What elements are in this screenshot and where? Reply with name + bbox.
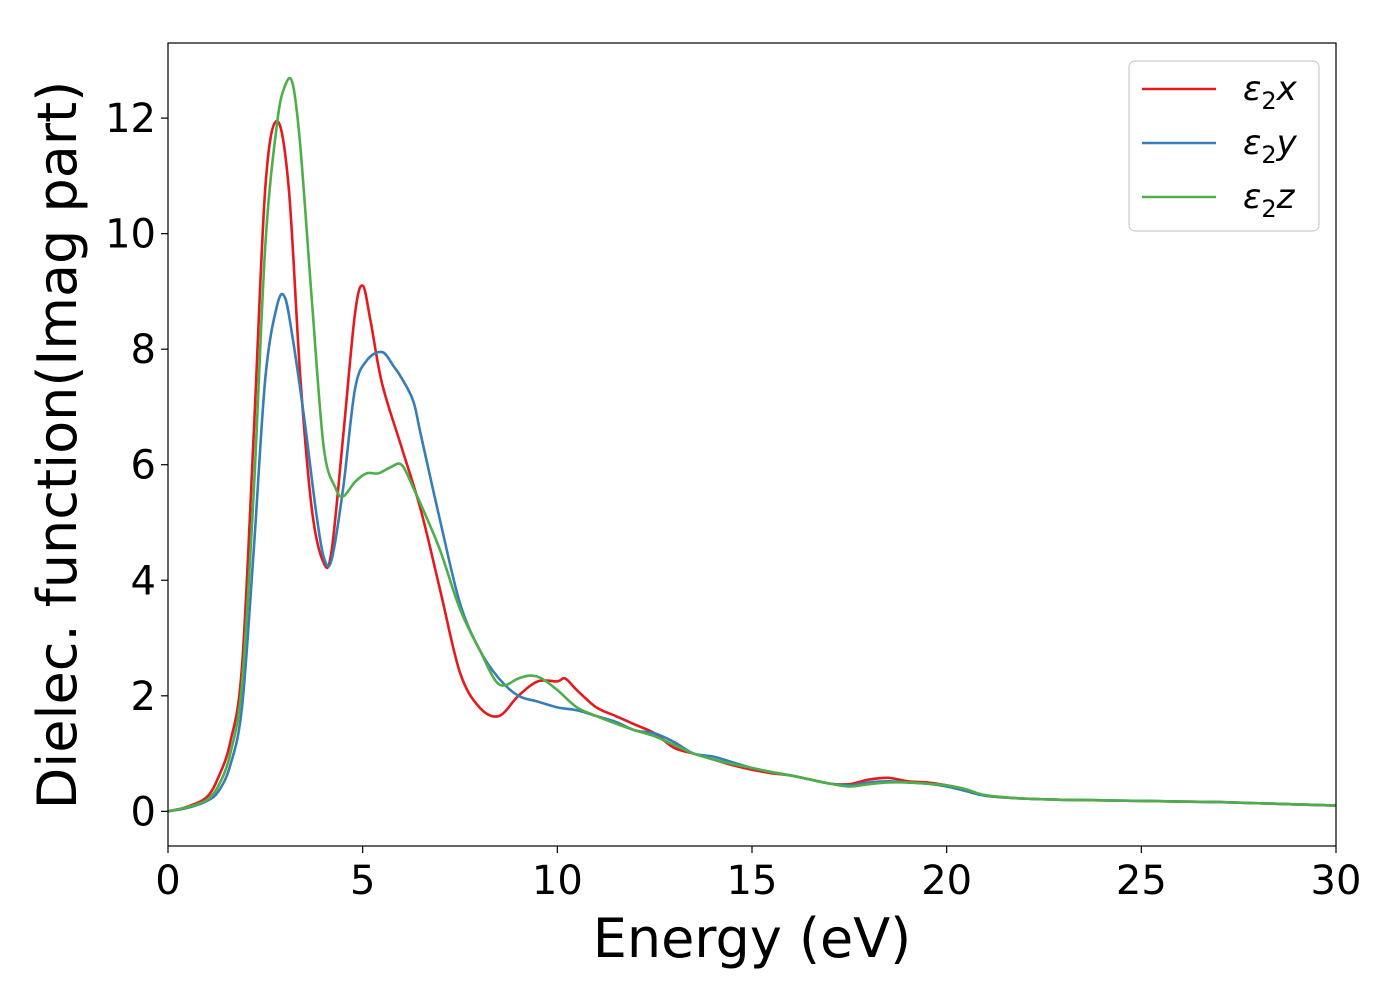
y-tick-label: 0 xyxy=(131,789,156,835)
x-tick-label: 0 xyxy=(155,858,180,904)
series-line-y xyxy=(168,292,1336,813)
y-tick-label: 6 xyxy=(131,443,156,489)
x-tick-label: 25 xyxy=(1116,858,1167,904)
y-axis: 0 2 4 6 8 10 12 xyxy=(105,96,168,835)
legend-box xyxy=(1128,60,1320,232)
series-line-z xyxy=(168,76,1336,813)
y-tick-label: 2 xyxy=(131,674,156,720)
x-axis-title: Energy (eV) xyxy=(593,907,912,970)
x-tick-label: 30 xyxy=(1311,858,1362,904)
x-tick-label: 20 xyxy=(921,858,972,904)
y-tick-label: 12 xyxy=(105,96,156,142)
x-axis: 0 5 10 15 20 25 30 xyxy=(155,846,1361,904)
y-tick-label: 4 xyxy=(131,558,156,604)
x-tick-label: 5 xyxy=(350,858,375,904)
x-tick-label: 15 xyxy=(727,858,778,904)
legend: ε2x ε2y ε2z xyxy=(1128,60,1320,232)
y-tick-label: 10 xyxy=(105,212,156,258)
y-axis-title: Dielec. function(Imag part) xyxy=(26,81,89,810)
x-tick-label: 10 xyxy=(532,858,583,904)
legend-label-z: ε2z xyxy=(1243,177,1296,223)
legend-label-x: ε2x xyxy=(1243,69,1298,115)
legend-label-y: ε2y xyxy=(1243,123,1298,169)
series-lines xyxy=(168,76,1336,813)
y-tick-label: 8 xyxy=(131,327,156,373)
